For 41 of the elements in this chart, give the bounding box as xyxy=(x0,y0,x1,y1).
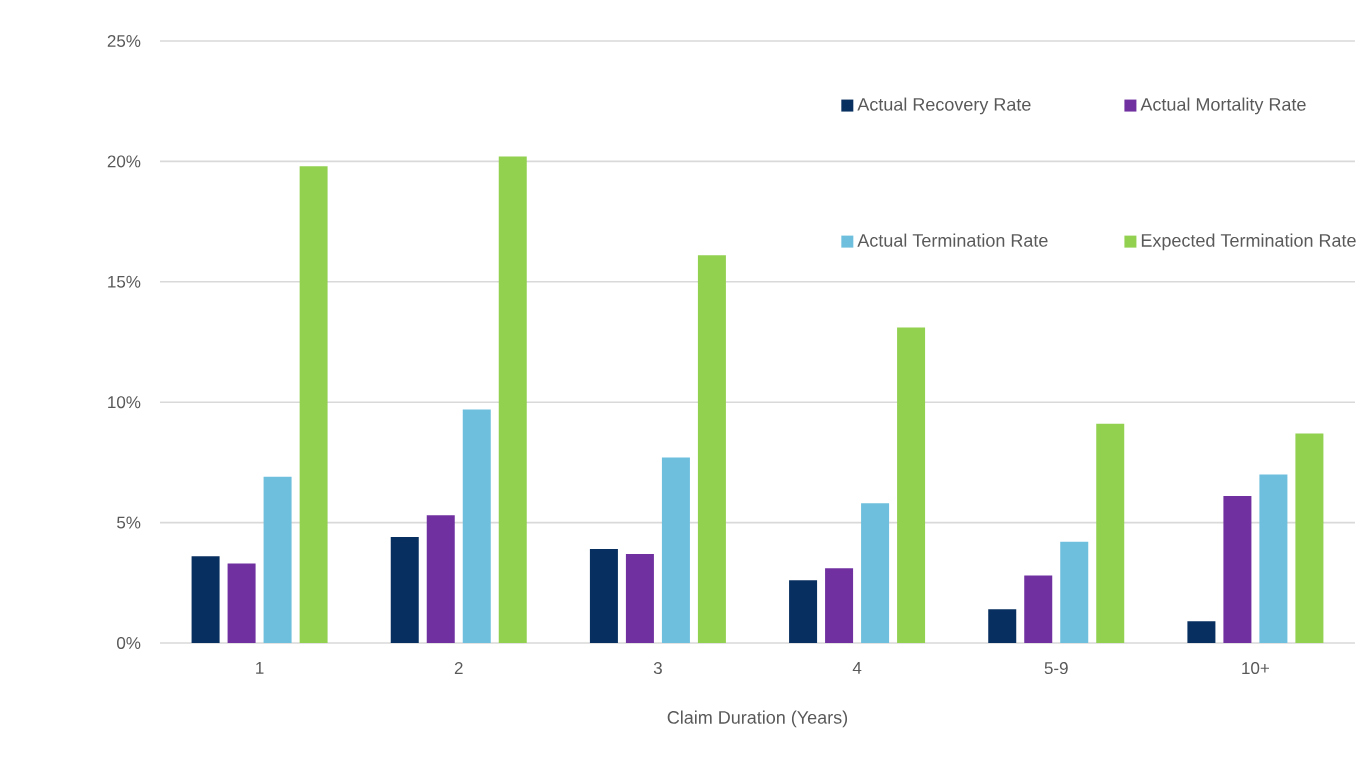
bar xyxy=(861,503,890,643)
y-tick-label: 20% xyxy=(107,155,141,168)
bar xyxy=(697,255,726,643)
x-axis-title: Claim Duration (Years) xyxy=(667,710,848,728)
bar xyxy=(988,609,1017,643)
bar xyxy=(1295,433,1324,643)
y-tick-label: 25% xyxy=(107,34,141,47)
bar xyxy=(1187,621,1216,643)
bar xyxy=(263,476,292,643)
y-tick-label: 10% xyxy=(108,396,141,409)
legend-label: Actual Mortality Rate xyxy=(1140,97,1306,115)
bar xyxy=(1060,541,1089,643)
legend-label: Actual Recovery Rate xyxy=(857,97,1031,115)
bar xyxy=(462,409,491,643)
bar xyxy=(825,568,854,643)
y-tick-label: 5% xyxy=(117,516,141,529)
bar xyxy=(1096,423,1125,643)
x-tick-label: 4 xyxy=(852,662,862,674)
bar xyxy=(299,166,328,643)
x-tick-label: 3 xyxy=(653,662,662,675)
bar xyxy=(1024,575,1053,643)
bar xyxy=(426,515,455,643)
bar xyxy=(897,327,926,643)
bar xyxy=(498,156,527,643)
y-tick-label: 15% xyxy=(108,275,141,288)
bar xyxy=(1259,474,1288,643)
bar xyxy=(589,549,618,643)
bar xyxy=(227,563,256,643)
legend-label: Actual Termination Rate xyxy=(857,233,1048,247)
x-tick-label: 5-9 xyxy=(1044,662,1068,675)
bar xyxy=(390,537,419,643)
bar xyxy=(625,553,654,643)
x-tick-label: 2 xyxy=(454,662,463,674)
x-tick-label: 10+ xyxy=(1242,662,1269,675)
bar xyxy=(1223,496,1252,643)
y-tick-label: 0% xyxy=(117,636,141,649)
bar xyxy=(661,457,690,643)
bar xyxy=(789,580,818,643)
x-tick-label: 1 xyxy=(256,662,264,674)
legend-label: Expected Termination Rate xyxy=(1141,233,1356,251)
bar xyxy=(191,556,220,643)
